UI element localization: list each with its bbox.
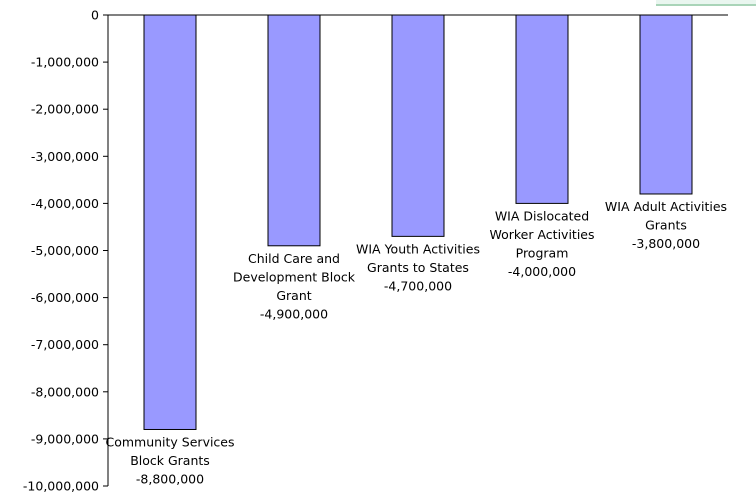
y-tick-label: -6,000,000 — [31, 290, 99, 305]
bar-data-label: WIA Dislocated Worker Activities Program -4… — [489, 208, 594, 279]
bar-data-label: WIA Youth Activities Grants to States -4,7… — [356, 241, 480, 293]
bar-category-label: Grants — [645, 217, 687, 232]
bar-value-label: -8,800,000 — [136, 471, 204, 486]
bar-category-label: Community Services — [105, 434, 234, 449]
y-tick-label: -4,000,000 — [31, 196, 99, 211]
y-tick-label: -8,000,000 — [31, 384, 99, 399]
data-labels: Community Services Block Grants -8,800,000… — [105, 199, 727, 487]
bar-category-label: WIA Youth Activities — [356, 241, 480, 256]
bar — [391, 14, 445, 237]
bar-category-label: WIA Dislocated — [495, 208, 589, 223]
y-tick-label: -10,000,000 — [23, 479, 99, 494]
bar — [267, 14, 321, 247]
bar — [143, 14, 197, 430]
y-axis: 0 -1,000,000 -2,000,000 -3,000,000 -4,000,00… — [23, 8, 728, 494]
corner-decoration — [656, 0, 756, 6]
bars — [143, 14, 693, 430]
bar-data-label: WIA Adult Activities Grants -3,800,000 — [605, 199, 727, 251]
bar-category-label: Block Grants — [130, 453, 210, 468]
y-tick-label: -2,000,000 — [31, 102, 99, 117]
bar-data-label: Child Care and Development Block Grant -4,9… — [233, 251, 356, 322]
bar-data-label: Community Services Block Grants -8,800,000 — [105, 434, 234, 486]
bar-category-label: Grants to States — [367, 260, 469, 275]
bar-category-label: Development Block — [233, 269, 356, 284]
bar-category-label: Grant — [276, 288, 311, 303]
y-tick-label: -7,000,000 — [31, 337, 99, 352]
y-tick-label: 0 — [91, 8, 99, 23]
bar-category-label: Child Care and — [248, 251, 340, 266]
y-tick-label: -3,000,000 — [31, 149, 99, 164]
bar — [515, 14, 569, 204]
y-tick-label: -5,000,000 — [31, 243, 99, 258]
bar-value-label: -4,000,000 — [508, 264, 576, 279]
bar-value-label: -4,900,000 — [260, 306, 328, 321]
bar — [639, 14, 693, 195]
bar-category-label: WIA Adult Activities — [605, 199, 727, 214]
bar-value-label: -3,800,000 — [632, 236, 700, 251]
bar-value-label: -4,700,000 — [384, 278, 452, 293]
bar-category-label: Worker Activities — [489, 227, 594, 242]
bar-category-label: Program — [516, 245, 569, 260]
y-tick-label: -1,000,000 — [31, 55, 99, 70]
y-tick-label: -9,000,000 — [31, 431, 99, 446]
